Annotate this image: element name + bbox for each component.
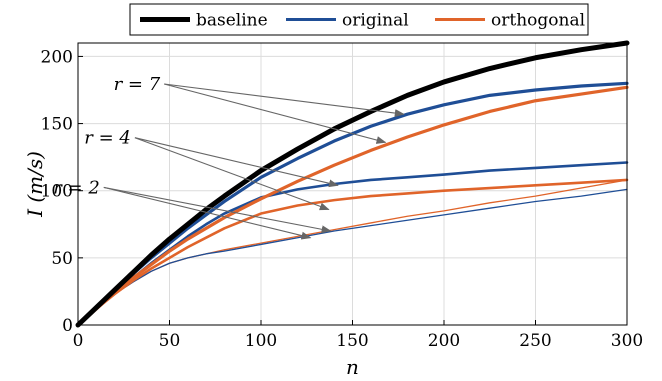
y-tick-label: 200 [41, 47, 73, 67]
x-tick-label: 50 [159, 331, 181, 351]
x-tick-label: 0 [73, 331, 84, 351]
legend-label-original: original [342, 11, 409, 31]
annotations: r = 7 r = 4 r = 2 [53, 74, 405, 240]
legend-label-orthogonal: orthogonal [491, 11, 585, 31]
annotation-arrow [103, 186, 312, 240]
series-line-orthogonal-r7 [76, 85, 629, 327]
y-tick-label: 50 [51, 249, 73, 269]
x-axis-label: n [346, 355, 359, 379]
y-tick-label: 0 [62, 316, 73, 336]
annotation-arrow [134, 137, 330, 211]
y-tick-label: 100 [41, 182, 73, 202]
annotation-arrow [134, 137, 339, 188]
annotation-arrow [164, 83, 387, 144]
axis-ticks: 0 50 100 150 200 250 300 0 50 100 150 200 [41, 47, 644, 351]
legend-label-baseline: baseline [196, 11, 268, 31]
x-tick-label: 300 [611, 331, 643, 351]
series-line-baseline [75, 40, 630, 328]
y-tick-label: 150 [41, 115, 73, 135]
annotation-label: r = 7 [114, 74, 161, 95]
series-lines [75, 40, 630, 328]
legend-box [129, 3, 589, 36]
annotation-arrow [164, 83, 405, 117]
annotation-label: r = 4 [84, 128, 131, 149]
x-tick-label: 100 [245, 331, 277, 351]
x-tick-label: 200 [428, 331, 460, 351]
series-line-orthogonal-r4 [76, 178, 629, 327]
x-tick-label: 150 [336, 331, 368, 351]
annotation-label: r = 2 [53, 177, 100, 198]
y-axis-label: I (m/s) [23, 151, 47, 218]
legend: baseline original orthogonal [129, 3, 589, 36]
x-tick-label: 250 [519, 331, 551, 351]
annotation-arrow [103, 186, 332, 234]
